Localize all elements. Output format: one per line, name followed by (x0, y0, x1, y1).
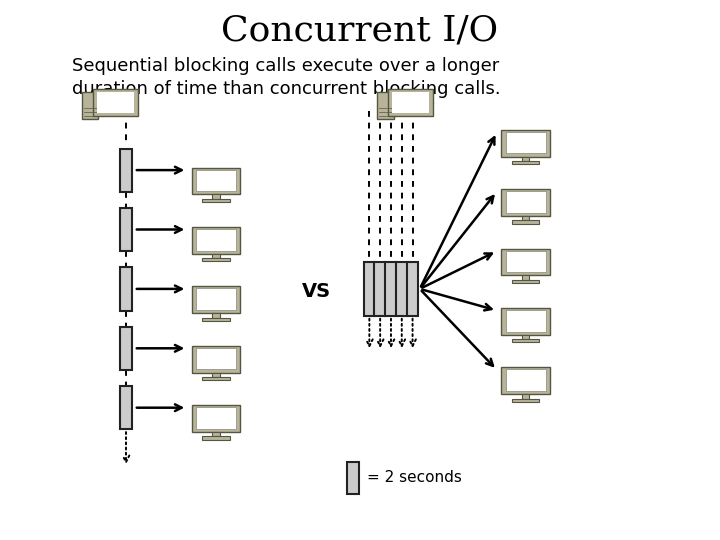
Bar (522, 275, 529, 280)
Bar (505, 310, 546, 332)
Bar (120, 148, 132, 192)
Bar (505, 369, 546, 391)
Bar (196, 229, 236, 251)
Bar (120, 386, 132, 429)
Bar (501, 367, 550, 394)
Bar (512, 161, 539, 164)
Bar (212, 313, 220, 318)
Text: VS: VS (302, 282, 331, 301)
Bar (212, 373, 220, 377)
Bar (512, 220, 539, 224)
Bar (192, 405, 240, 432)
Bar (212, 254, 220, 258)
Bar (501, 130, 550, 157)
Bar (192, 286, 240, 313)
Bar (377, 92, 394, 119)
Bar (202, 436, 230, 440)
Bar (501, 308, 550, 335)
Bar (196, 288, 236, 310)
Bar (96, 92, 134, 113)
Bar (512, 280, 539, 283)
Bar (512, 399, 539, 402)
Bar (196, 170, 236, 191)
Bar (505, 132, 546, 153)
Bar (202, 258, 230, 261)
Bar (364, 262, 375, 316)
Bar (202, 199, 230, 202)
Bar (501, 248, 550, 275)
Text: Concurrent I/O: Concurrent I/O (222, 14, 498, 48)
Bar (522, 216, 529, 220)
Bar (212, 432, 220, 436)
Bar (385, 262, 397, 316)
Bar (212, 194, 220, 199)
Bar (374, 262, 386, 316)
Text: = 2 seconds: = 2 seconds (367, 470, 462, 485)
Bar (505, 251, 546, 272)
Bar (192, 167, 240, 194)
Bar (522, 394, 529, 399)
Bar (120, 208, 132, 251)
Text: Sequential blocking calls execute over a longer
duration of time than concurrent: Sequential blocking calls execute over a… (72, 57, 500, 98)
Bar (407, 262, 418, 316)
Bar (522, 157, 529, 161)
Bar (505, 191, 546, 213)
Bar (512, 339, 539, 342)
Bar (388, 89, 433, 116)
Bar (501, 189, 550, 216)
Bar (392, 92, 429, 113)
Bar (192, 227, 240, 254)
Bar (196, 407, 236, 429)
Bar (120, 327, 132, 370)
Bar (196, 348, 236, 369)
Bar (93, 89, 138, 116)
Bar (81, 92, 99, 119)
Bar (120, 267, 132, 310)
Bar (202, 377, 230, 380)
Bar (192, 346, 240, 373)
Bar (202, 318, 230, 321)
Bar (347, 462, 359, 494)
Bar (522, 335, 529, 339)
Bar (396, 262, 408, 316)
